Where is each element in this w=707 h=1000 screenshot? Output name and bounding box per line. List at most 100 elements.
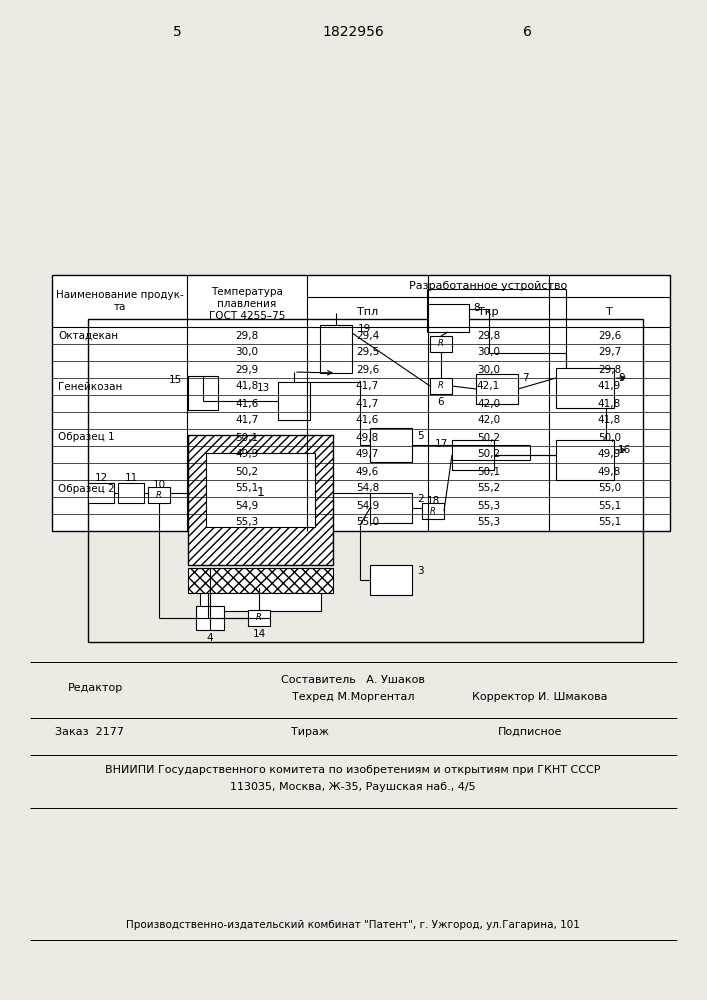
Text: 30,0: 30,0 — [235, 348, 259, 358]
Text: Редактор: Редактор — [68, 683, 123, 693]
Text: 55,1: 55,1 — [598, 500, 621, 510]
Text: 55,3: 55,3 — [235, 518, 259, 528]
Bar — [148, 487, 170, 503]
Text: 29,4: 29,4 — [356, 330, 379, 340]
Text: 55,1: 55,1 — [598, 518, 621, 528]
Text: 12: 12 — [94, 473, 107, 483]
Text: 50,1: 50,1 — [235, 432, 259, 442]
Text: 49,9: 49,9 — [598, 450, 621, 460]
Bar — [370, 565, 412, 595]
Bar — [370, 428, 412, 462]
Text: 49,8: 49,8 — [356, 432, 379, 442]
Bar — [188, 568, 333, 593]
Text: Наименование продук-
та: Наименование продук- та — [56, 290, 183, 312]
Text: 17: 17 — [435, 439, 448, 449]
Bar — [52, 275, 670, 531]
Text: 50,2: 50,2 — [235, 466, 259, 477]
Text: 41,7: 41,7 — [235, 416, 259, 426]
Text: 14: 14 — [252, 629, 266, 639]
Text: R: R — [438, 340, 444, 349]
Text: 18: 18 — [426, 496, 440, 506]
Text: 41,8: 41,8 — [598, 398, 621, 408]
Text: 1822956: 1822956 — [322, 25, 384, 39]
Bar — [452, 440, 494, 470]
Text: 49,8: 49,8 — [598, 466, 621, 477]
Text: 55,0: 55,0 — [356, 518, 379, 528]
Bar — [88, 319, 643, 642]
Text: 50,2: 50,2 — [477, 432, 500, 442]
Text: 55,3: 55,3 — [477, 518, 500, 528]
Bar — [200, 593, 321, 611]
Text: 41,8: 41,8 — [598, 416, 621, 426]
Text: 42,0: 42,0 — [477, 416, 500, 426]
Text: 113035, Москва, Ж-35, Раушская наб., 4/5: 113035, Москва, Ж-35, Раушская наб., 4/5 — [230, 782, 476, 792]
Text: 54,9: 54,9 — [235, 500, 259, 510]
Bar — [370, 493, 412, 523]
Text: ВНИИПИ Государственного комитета по изобретениям и открытиям при ГКНТ СССР: ВНИИПИ Государственного комитета по изоб… — [105, 765, 601, 775]
Text: Техред М.Моргентал: Техред М.Моргентал — [292, 692, 414, 702]
Bar — [427, 304, 469, 332]
Text: 50,0: 50,0 — [598, 432, 621, 442]
Bar — [278, 382, 310, 420]
Bar — [248, 610, 270, 626]
Text: 41,9: 41,9 — [598, 381, 621, 391]
Text: Т: Т — [606, 307, 613, 317]
Text: Составитель   А. Ушаков: Составитель А. Ушаков — [281, 675, 425, 685]
Text: 41,6: 41,6 — [356, 416, 379, 426]
Text: 54,9: 54,9 — [356, 500, 379, 510]
Text: 42,1: 42,1 — [477, 381, 500, 391]
Bar — [196, 606, 224, 630]
Text: Образец 1: Образец 1 — [58, 432, 115, 442]
Text: 55,2: 55,2 — [477, 484, 500, 493]
Bar — [430, 336, 452, 352]
Text: 2: 2 — [417, 494, 423, 504]
Bar — [118, 483, 144, 503]
Text: 16: 16 — [618, 445, 631, 455]
Bar — [320, 325, 352, 373]
Text: 5: 5 — [173, 25, 182, 39]
Text: 29,5: 29,5 — [356, 348, 379, 358]
Bar — [430, 378, 452, 394]
Text: 29,7: 29,7 — [598, 348, 621, 358]
Text: Корректор И. Шмакова: Корректор И. Шмакова — [472, 692, 608, 702]
Text: 6: 6 — [438, 397, 444, 407]
Text: Образец 2: Образец 2 — [58, 484, 115, 493]
Text: 30,0: 30,0 — [477, 364, 500, 374]
Text: 55,3: 55,3 — [477, 500, 500, 510]
Text: Заказ  2177: Заказ 2177 — [55, 727, 124, 737]
Bar — [206, 453, 315, 527]
Text: R: R — [156, 490, 162, 499]
Bar — [556, 368, 614, 408]
Text: 8: 8 — [473, 303, 479, 313]
Text: Разработанное устройство: Разработанное устройство — [409, 281, 568, 291]
Text: R: R — [430, 506, 436, 516]
Text: R: R — [256, 613, 262, 622]
Text: 7: 7 — [522, 373, 529, 383]
Text: 29,6: 29,6 — [356, 364, 379, 374]
Text: Октадекан: Октадекан — [58, 330, 118, 340]
Text: 50,1: 50,1 — [477, 466, 500, 477]
Text: 41,6: 41,6 — [235, 398, 259, 408]
Text: 4: 4 — [206, 633, 214, 643]
Bar — [88, 483, 114, 503]
Text: 5: 5 — [417, 431, 423, 441]
Bar — [476, 374, 518, 404]
Text: 49,9: 49,9 — [235, 450, 259, 460]
Text: 29,8: 29,8 — [598, 364, 621, 374]
Text: 15: 15 — [169, 375, 182, 385]
Text: 49,6: 49,6 — [356, 466, 379, 477]
Bar — [556, 440, 614, 480]
Text: Подписное: Подписное — [498, 727, 562, 737]
Text: Температура
плавления
ГОСТ 4255–75: Температура плавления ГОСТ 4255–75 — [209, 287, 285, 321]
Text: 49,7: 49,7 — [356, 450, 379, 460]
Text: 29,8: 29,8 — [235, 330, 259, 340]
Bar — [422, 503, 444, 519]
Text: Производственно-издательский комбинат "Патент", г. Ужгород, ул.Гагарина, 101: Производственно-издательский комбинат "П… — [126, 920, 580, 930]
Text: 41,7: 41,7 — [356, 381, 379, 391]
Text: 11: 11 — [124, 473, 138, 483]
Text: 19: 19 — [358, 324, 371, 334]
Text: Ткр: Ткр — [478, 307, 498, 317]
Text: 10: 10 — [153, 480, 165, 490]
Text: 42,0: 42,0 — [477, 398, 500, 408]
Text: 55,1: 55,1 — [235, 484, 259, 493]
